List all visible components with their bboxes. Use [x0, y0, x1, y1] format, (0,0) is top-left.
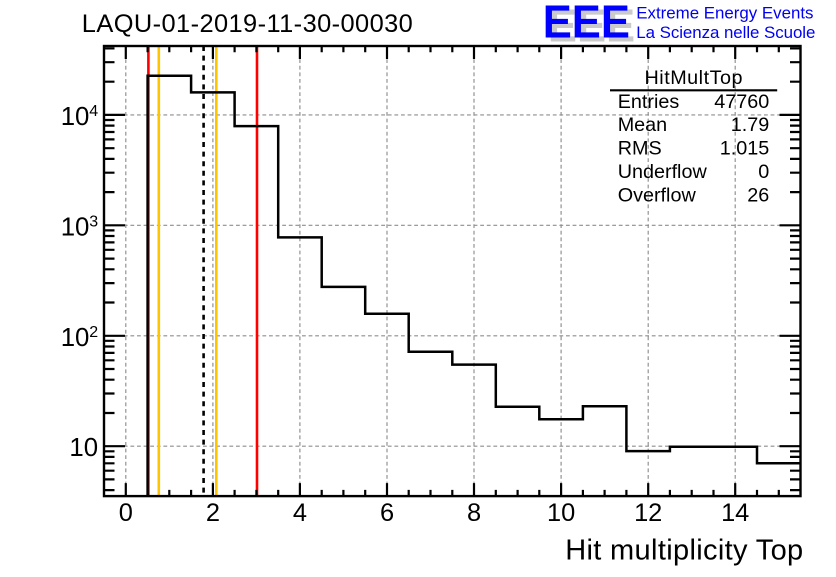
svg-text:Overflow: Overflow [618, 185, 697, 207]
svg-text:4: 4 [293, 499, 307, 527]
svg-text:2: 2 [89, 324, 98, 341]
svg-text:0: 0 [758, 161, 769, 183]
svg-text:47760: 47760 [714, 91, 769, 113]
svg-text:Mean: Mean [618, 114, 667, 136]
svg-text:LAQU-01-2019-11-30-00030: LAQU-01-2019-11-30-00030 [82, 10, 413, 38]
svg-text:10: 10 [61, 213, 90, 241]
svg-text:4: 4 [89, 103, 98, 120]
svg-text:10: 10 [69, 434, 98, 462]
svg-text:8: 8 [467, 499, 481, 527]
svg-text:Extreme Energy Events: Extreme Energy Events [636, 3, 813, 22]
svg-text:26: 26 [747, 185, 769, 207]
svg-text:10: 10 [61, 324, 90, 352]
svg-text:EEE: EEE [548, 0, 635, 51]
svg-text:3: 3 [89, 214, 98, 231]
svg-text:10: 10 [61, 103, 90, 131]
svg-text:HitMultTop: HitMultTop [645, 67, 743, 89]
svg-text:1.015: 1.015 [720, 138, 770, 160]
svg-text:EEE: EEE [543, 0, 630, 48]
svg-text:Entries: Entries [618, 91, 680, 113]
svg-text:12: 12 [634, 499, 662, 527]
svg-text:0: 0 [119, 499, 133, 527]
svg-text:RMS: RMS [618, 138, 662, 160]
svg-text:2: 2 [206, 499, 220, 527]
svg-text:6: 6 [380, 499, 394, 527]
svg-text:Hit multiplicity Top: Hit multiplicity Top [565, 535, 803, 567]
svg-text:La Scienza nelle Scuole: La Scienza nelle Scuole [636, 23, 815, 42]
svg-text:Underflow: Underflow [618, 161, 708, 183]
svg-text:14: 14 [721, 499, 749, 527]
svg-text:10: 10 [547, 499, 575, 527]
svg-text:1.79: 1.79 [731, 114, 770, 136]
